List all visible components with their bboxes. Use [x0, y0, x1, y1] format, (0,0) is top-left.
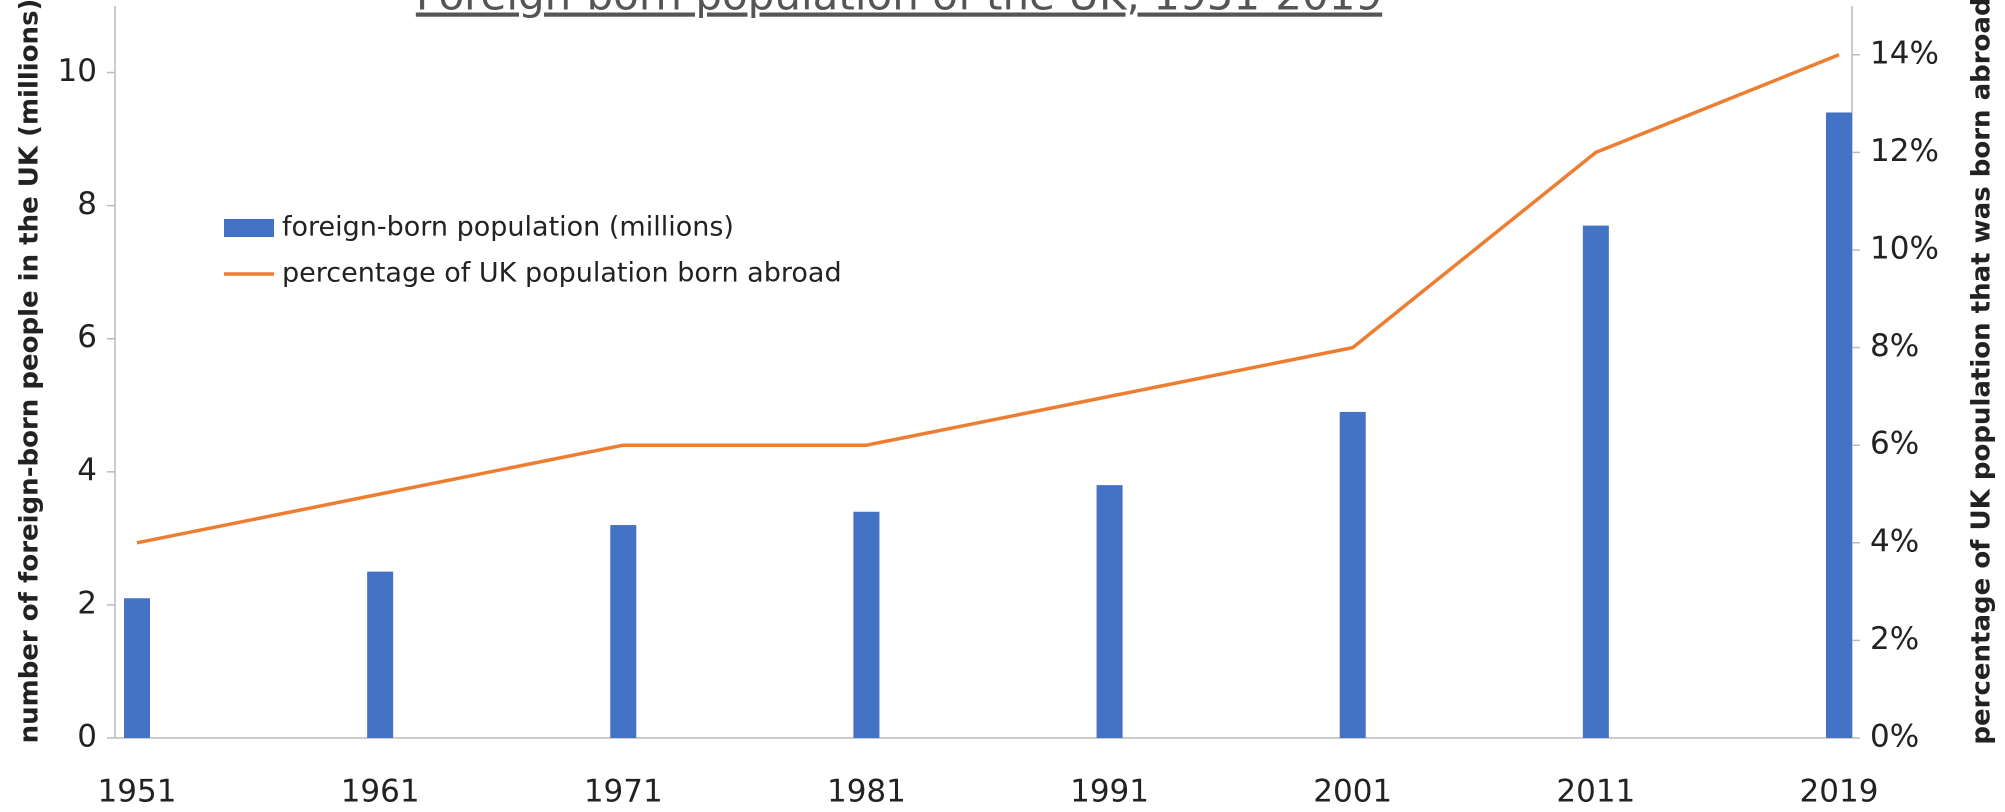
bar: [124, 598, 150, 738]
bar: [1826, 112, 1852, 739]
y2-tick-label: 0%: [1870, 719, 1919, 755]
y-axis-label: number of foreign-born people in the UK …: [15, 0, 45, 743]
x-tick-label: 1981: [827, 774, 906, 810]
x-tick-label: 1951: [98, 774, 177, 810]
bar: [1339, 411, 1366, 738]
y2-tick-label: 6%: [1870, 426, 1919, 462]
y2-tick-label: 2%: [1870, 621, 1919, 657]
x-tick-label: 1971: [584, 774, 663, 810]
x-tick-label: 1991: [1070, 774, 1149, 810]
y2-tick-label: 10%: [1870, 231, 1939, 267]
x-tick-label: 2019: [1800, 774, 1879, 810]
bar: [610, 525, 637, 738]
y-tick-label: 10: [58, 53, 97, 89]
y2-tick-label: 14%: [1870, 35, 1939, 71]
legend-swatch: [224, 219, 274, 237]
legend-label: foreign-born population (millions): [282, 212, 734, 243]
x-tick-label: 1961: [341, 774, 420, 810]
x-tick-label: 2001: [1313, 774, 1392, 810]
y-tick-label: 6: [77, 319, 97, 355]
y2-axis-label: percentage of UK population that was bor…: [1967, 0, 1997, 745]
bar: [1096, 485, 1123, 738]
x-tick-label: 2011: [1556, 774, 1635, 810]
bar: [1582, 225, 1609, 739]
chart-title: Foreign-born population of the UK, 1951-…: [416, 0, 1382, 20]
y2-tick-label: 12%: [1870, 133, 1939, 169]
y2-tick-label: 8%: [1870, 328, 1919, 364]
y-tick-label: 8: [77, 186, 97, 222]
line-series: [136, 53, 1840, 545]
legend-label: percentage of UK population born abroad: [282, 258, 842, 289]
bar: [367, 571, 394, 738]
bar: [853, 511, 880, 738]
y2-tick-label: 4%: [1870, 523, 1919, 559]
y-tick-label: 4: [77, 452, 97, 488]
y-tick-label: 0: [77, 719, 97, 755]
y-tick-label: 2: [77, 585, 97, 621]
